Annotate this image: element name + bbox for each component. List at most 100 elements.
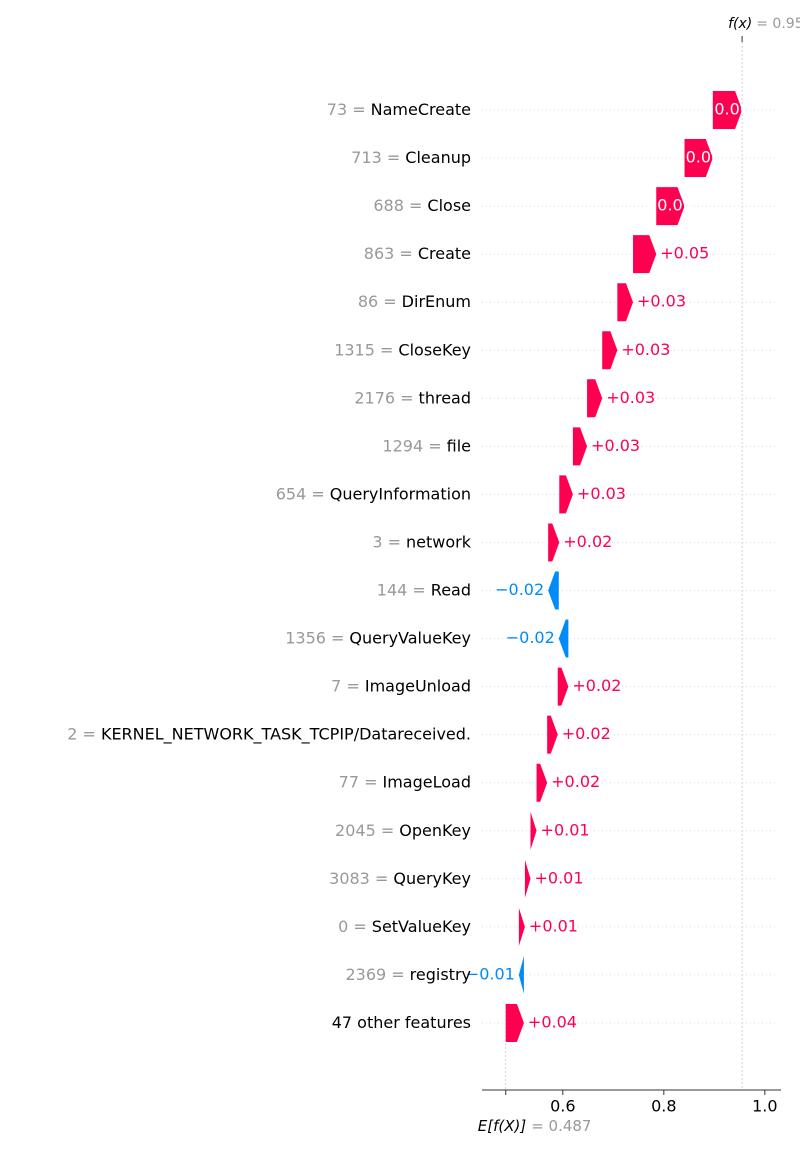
feature-label: 47 other features — [332, 1012, 471, 1031]
feature-value: 73 = — [327, 100, 366, 119]
value-label: +0.03 — [591, 436, 640, 455]
feature-value: 688 = — [373, 196, 422, 215]
x-tick-label: 0.6 — [550, 1097, 575, 1116]
bar — [684, 139, 713, 178]
feature-value: 7 = — [331, 676, 360, 695]
feature-label: 3083 = QueryKey — [329, 868, 471, 887]
feature-name: QueryValueKey — [349, 628, 471, 647]
feature-label: 688 = Close — [373, 196, 471, 215]
value-label: +0.03 — [577, 484, 626, 503]
feature-value: 3 = — [372, 532, 401, 551]
bar — [602, 331, 618, 370]
feature-value: 77 = — [339, 772, 378, 791]
feature-name: Close — [427, 196, 471, 215]
base-label: E[f(X)] = 0.487 — [478, 1117, 592, 1135]
value-label: +0.03 — [621, 340, 670, 359]
x-tick-label: 1.0 — [752, 1097, 777, 1116]
x-tick-label: 0.8 — [651, 1097, 676, 1116]
feature-label: 1356 = QueryValueKey — [285, 628, 471, 647]
feature-name: SetValueKey — [372, 916, 471, 935]
value-label: +0.01 — [541, 820, 590, 839]
feature-name: ImageLoad — [383, 772, 472, 791]
value-label: +0.05 — [660, 244, 709, 263]
value-label: −0.02 — [495, 580, 544, 599]
feature-value: 1356 = — [285, 628, 344, 647]
feature-label: 0 = SetValueKey — [338, 916, 471, 935]
value-label: +0.01 — [534, 868, 583, 887]
feature-label: 77 = ImageLoad — [339, 772, 471, 791]
base-value: = 0.487 — [531, 1117, 591, 1135]
bar — [656, 187, 685, 226]
bar — [633, 235, 657, 274]
value-label: +0.02 — [572, 676, 621, 695]
feature-name: QueryKey — [393, 868, 471, 887]
feature-name: thread — [419, 388, 471, 407]
value-label: +0.02 — [551, 772, 600, 791]
bar — [547, 715, 558, 754]
feature-value: 2 = — [67, 724, 96, 743]
feature-label: 2176 = thread — [354, 388, 471, 407]
value-label: +0.02 — [562, 724, 611, 743]
feature-name: network — [406, 532, 472, 551]
feature-value: 713 = — [351, 148, 400, 167]
feature-label: 3 = network — [372, 532, 471, 551]
value-label: +0.03 — [606, 388, 655, 407]
bar — [557, 667, 569, 706]
value-label: +0.02 — [563, 532, 612, 551]
bar — [548, 571, 559, 610]
feature-value: 3083 = — [329, 868, 388, 887]
feature-value: 2369 = — [345, 964, 404, 983]
value-label: +0.06 — [701, 100, 750, 119]
bar — [712, 91, 743, 129]
feature-name: Create — [418, 244, 471, 263]
bar — [518, 955, 524, 994]
value-label: +0.06 — [644, 196, 693, 215]
feature-label: 86 = DirEnum — [358, 292, 471, 311]
feature-value: 1294 = — [382, 436, 441, 455]
feature-value: 863 = — [364, 244, 413, 263]
feature-name: KERNEL_NETWORK_TASK_TCPIP/Datareceived. — [101, 724, 471, 744]
feature-name: 47 other features — [332, 1012, 471, 1031]
feature-name: Read — [431, 580, 471, 599]
fx-value: = 0.955 — [756, 16, 800, 32]
bar — [559, 475, 573, 514]
feature-name: registry — [410, 964, 471, 983]
feature-value: 2176 = — [354, 388, 413, 407]
feature-label: 713 = Cleanup — [351, 148, 471, 167]
value-label: +0.01 — [529, 916, 578, 935]
feature-name: DirEnum — [402, 292, 471, 311]
feature-value: 144 = — [377, 580, 426, 599]
feature-value: 2045 = — [335, 820, 394, 839]
value-label: −0.02 — [506, 628, 555, 647]
bar — [587, 379, 603, 418]
feature-label: 1294 = file — [382, 436, 471, 455]
value-label: +0.06 — [672, 148, 721, 167]
bar — [558, 619, 569, 658]
feature-label: 7 = ImageUnload — [331, 676, 471, 695]
value-label: +0.04 — [528, 1012, 577, 1031]
bar — [536, 763, 548, 802]
feature-name: QueryInformation — [330, 484, 471, 503]
feature-value: 86 = — [358, 292, 397, 311]
feature-label: 654 = QueryInformation — [276, 484, 471, 503]
feature-label: 73 = NameCreate — [327, 100, 471, 119]
bar — [524, 859, 531, 898]
feature-label: 2 = KERNEL_NETWORK_TASK_TCPIP/Datareceive… — [67, 724, 471, 744]
bar — [505, 1003, 524, 1042]
feature-name: CloseKey — [398, 340, 471, 359]
fx-name: f(x) — [728, 16, 752, 32]
feature-name: OpenKey — [399, 820, 471, 839]
feature-label: 2369 = registry — [345, 964, 471, 983]
base-name: E[f(X)] — [478, 1117, 527, 1135]
feature-name: Cleanup — [405, 148, 471, 167]
feature-label: 1315 = CloseKey — [334, 340, 471, 359]
bar — [548, 523, 560, 562]
bar — [530, 811, 537, 850]
bar — [617, 283, 634, 322]
feature-name: ImageUnload — [365, 676, 471, 695]
feature-value: 1315 = — [334, 340, 393, 359]
feature-name: NameCreate — [371, 100, 471, 119]
feature-label: 144 = Read — [377, 580, 471, 599]
